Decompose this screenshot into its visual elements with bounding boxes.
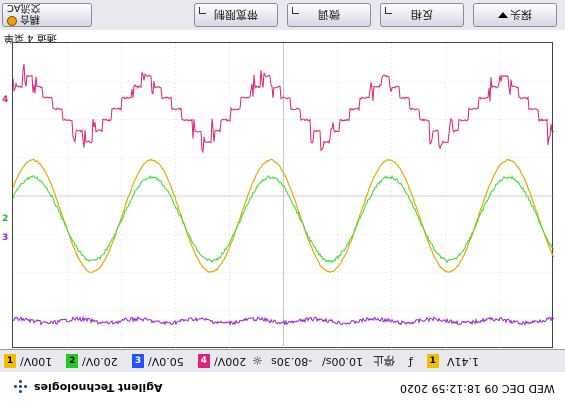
ch1-scale: 100V/ xyxy=(20,355,52,368)
sun-icon: ☼ xyxy=(252,354,263,368)
ch4-info[interactable]: 4 200V/ xyxy=(198,354,246,368)
ch3-ground-marker[interactable]: 3 xyxy=(2,233,8,243)
probe-softkey[interactable]: 探头 xyxy=(473,3,557,27)
ch2-scale: 20.0V/ xyxy=(82,355,118,368)
run-stop-status: 停止 xyxy=(373,353,395,369)
trigger-level: 1.41V xyxy=(447,355,479,368)
ch1-info[interactable]: 1 100V/ xyxy=(4,354,52,368)
ch4-ground-marker[interactable]: 4 xyxy=(2,95,8,105)
ch3-info[interactable]: 3 50.0V/ xyxy=(132,354,184,368)
coupling-line2: 耦合 xyxy=(20,13,40,28)
bw-limit-softkey[interactable]: 带宽限制 xyxy=(194,3,278,27)
invert-softkey[interactable]: 反相 xyxy=(380,3,464,27)
trigger-slope-icon: ƒ xyxy=(409,355,413,368)
waveform-graticule xyxy=(13,43,554,349)
fine-softkey[interactable]: 微调 xyxy=(287,3,371,27)
checkbox-icon xyxy=(199,7,206,14)
date-time: WED DEC 09 18:12:59 2020 xyxy=(400,382,555,395)
delay-value: -80.30s xyxy=(271,355,312,368)
ch2-badge: 2 xyxy=(66,354,78,368)
ch4-badge: 4 xyxy=(198,354,210,368)
trigger-channel-badge: 1 xyxy=(427,354,439,368)
brand-name: Agilent Technologies xyxy=(34,381,163,394)
invert-label: 反相 xyxy=(411,7,433,23)
checkbox-icon xyxy=(385,7,392,14)
ch3-scale: 50.0V/ xyxy=(148,355,184,368)
timebase-scale: 10.00s/ xyxy=(322,355,363,368)
channel-info-bar: 1 100V/ 2 20.0V/ 3 50.0V/ 4 200V/ ☼ -80.… xyxy=(0,349,565,372)
trigger-source[interactable]: 1 xyxy=(427,354,439,368)
agilent-spark-icon xyxy=(14,380,28,394)
ch2-info[interactable]: 2 20.0V/ xyxy=(66,354,118,368)
checkbox-icon xyxy=(292,7,299,14)
brand-logo: Agilent Technologies xyxy=(14,380,163,394)
softkey-bar: 交流AC 耦合 带宽限制 微调 反相 探头 xyxy=(0,0,565,30)
waveform-display xyxy=(12,42,553,348)
ch4-scale: 200V/ xyxy=(214,355,246,368)
rotate-knob-icon xyxy=(7,16,17,26)
bw-limit-label: 带宽限制 xyxy=(214,7,258,23)
coupling-softkey[interactable]: 交流AC 耦合 xyxy=(2,3,92,27)
ch1-badge: 1 xyxy=(4,354,16,368)
ch2-ground-marker[interactable]: 2 xyxy=(2,214,8,224)
arrow-up-icon xyxy=(498,12,508,18)
ch3-badge: 3 xyxy=(132,354,144,368)
fine-label: 微调 xyxy=(318,7,340,23)
footer: Agilent Technologies WED DEC 09 18:12:59… xyxy=(0,372,565,403)
probe-label: 探头 xyxy=(510,7,532,23)
